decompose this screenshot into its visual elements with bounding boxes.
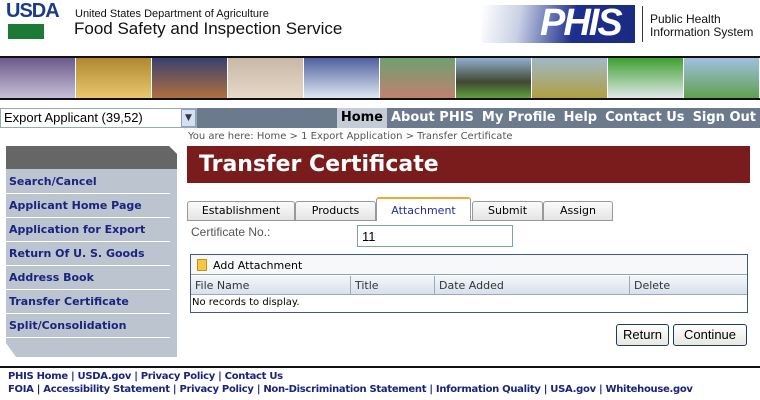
certificate-no-input[interactable]: 11 (357, 225, 513, 247)
add-attachment-label: Add Attachment (213, 259, 303, 272)
footer-links-secondary[interactable]: FOIA | Accessibility Statement | Privacy… (8, 384, 693, 395)
sidebar (6, 146, 177, 357)
column-date-added[interactable]: Date Added (435, 276, 630, 294)
sidebar-item-application-export[interactable]: Application for Export (6, 218, 170, 242)
sidebar-item-transfer-certificate[interactable]: Transfer Certificate (6, 290, 170, 314)
tab-products[interactable]: Products (295, 201, 376, 220)
grid-header: File Name Title Date Added Delete (191, 276, 747, 295)
main-nav: Home About PHIS My Profile Help Contact … (197, 108, 760, 128)
system-name-line2: Information System (650, 25, 754, 39)
add-attachment-button[interactable]: Add Attachment (191, 255, 747, 275)
nav-sign-out[interactable]: Sign Out (692, 110, 756, 125)
phis-logo-text: PHIS (540, 2, 623, 44)
role-select[interactable]: Export Applicant (39,52) (0, 108, 197, 128)
continue-button[interactable]: Continue (673, 324, 747, 346)
column-title[interactable]: Title (351, 276, 435, 294)
footer-links-primary[interactable]: PHIS Home | USDA.gov | Privacy Policy | … (8, 371, 283, 382)
nav-home[interactable]: Home (336, 108, 387, 128)
divider (642, 6, 643, 42)
system-name-line1: Public Health (650, 12, 721, 26)
footer-divider (0, 366, 760, 368)
attachments-grid: Add Attachment File Name Title Date Adde… (190, 254, 748, 313)
nav-help[interactable]: Help (563, 110, 598, 125)
certificate-no-label: Certificate No.: (191, 225, 271, 239)
phis-logo (482, 5, 635, 43)
sidebar-item-search-cancel[interactable]: Search/Cancel (6, 170, 170, 194)
sidebar-item-address-book[interactable]: Address Book (6, 266, 170, 290)
sidebar-header (6, 146, 177, 169)
tab-assign[interactable]: Assign (543, 201, 613, 220)
breadcrumb: You are here: Home > 1 Export Applicatio… (188, 131, 513, 142)
agency-name: Food Safety and Inspection Service (74, 19, 343, 38)
chevron-down-icon[interactable]: ▼ (181, 109, 196, 127)
tab-attachment[interactable]: Attachment (376, 197, 471, 221)
nav-about-phis[interactable]: About PHIS (391, 110, 474, 125)
system-name: Public Health Information System (650, 13, 753, 39)
page-title: Transfer Certificate (187, 146, 750, 183)
usda-logo-fields (8, 24, 44, 39)
sidebar-item-return-goods[interactable]: Return Of U. S. Goods (6, 242, 170, 266)
usda-logo: USDA (6, 0, 60, 22)
grid-empty-message: No records to display. (192, 297, 300, 308)
sidebar-item-split-consolidation[interactable]: Split/Consolidation (6, 314, 170, 338)
photo-banner (0, 56, 760, 100)
department-name: United States Department of Agriculture (75, 8, 269, 20)
column-file-name[interactable]: File Name (191, 276, 351, 294)
column-delete[interactable]: Delete (634, 279, 671, 292)
nav-contact-us[interactable]: Contact Us (605, 110, 685, 125)
document-icon (197, 259, 207, 271)
tab-submit[interactable]: Submit (472, 201, 543, 220)
nav-my-profile[interactable]: My Profile (481, 110, 556, 125)
tab-establishment[interactable]: Establishment (187, 201, 295, 220)
return-button[interactable]: Return (616, 324, 669, 346)
sidebar-item-applicant-home[interactable]: Applicant Home Page (6, 194, 170, 218)
